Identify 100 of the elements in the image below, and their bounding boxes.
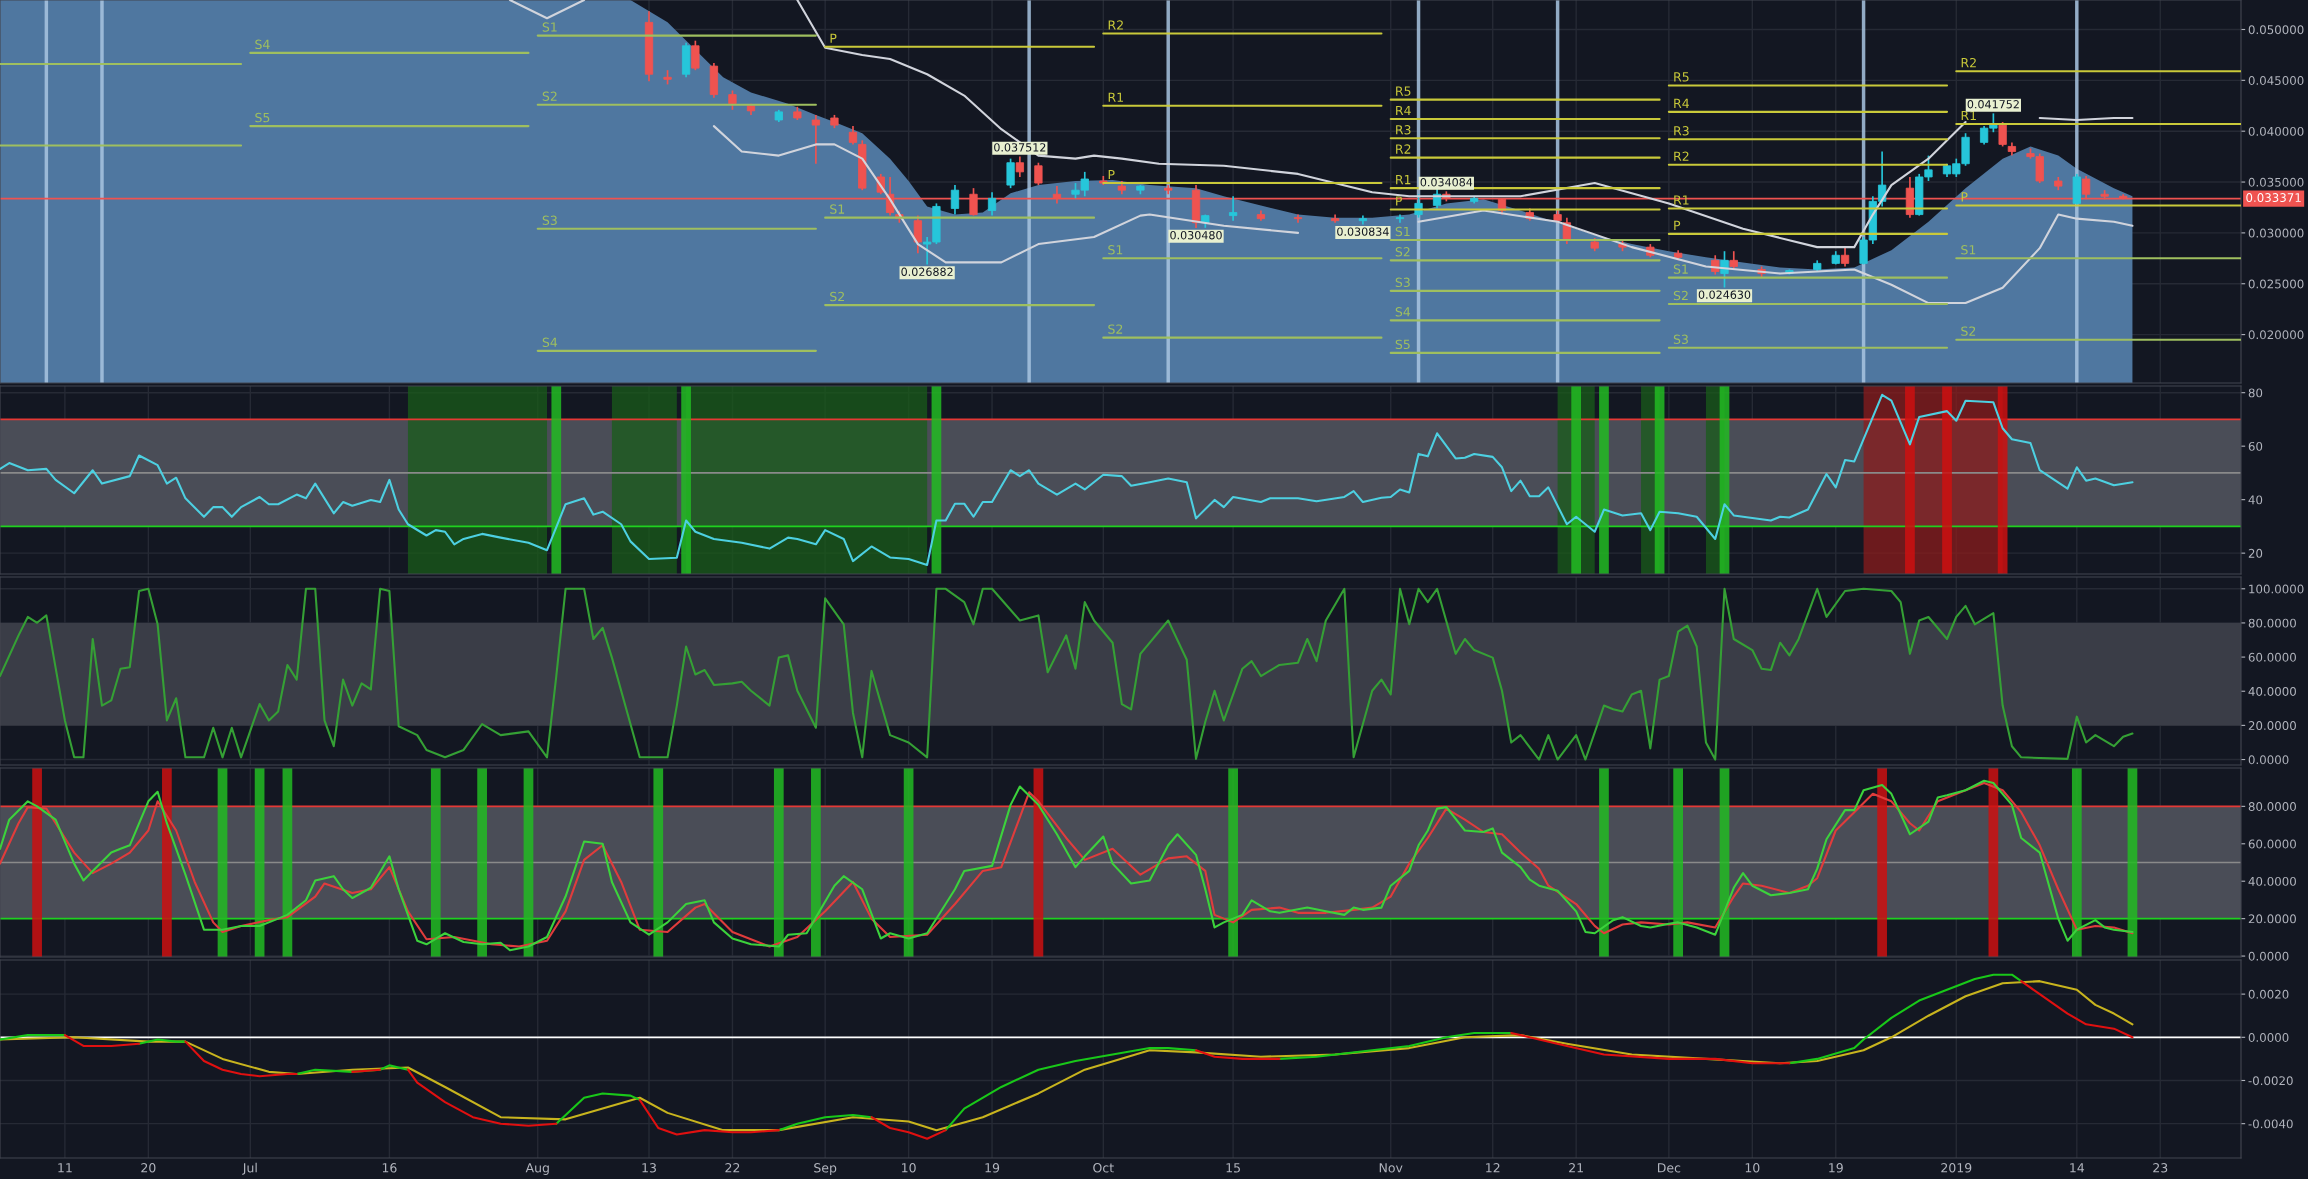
annotation: 0.041752 (1967, 100, 2019, 109)
y-tick-label: 0.020000 (2248, 330, 2304, 340)
series-label: S2 (830, 291, 844, 302)
ref-line-label: 0.033371 (2246, 193, 2301, 203)
annotation: 0.030480 (1170, 230, 1222, 240)
annotation: 0.024630 (1698, 290, 1751, 299)
series-label: R2 (1108, 20, 1123, 30)
candlestick (691, 39, 700, 72)
y-tick-label: 0.030000 (2248, 228, 2304, 238)
y-tick-label: 0.0000 (2248, 1033, 2289, 1042)
series-label: R2 (1961, 57, 1976, 68)
series-label: R1 (1961, 110, 1976, 121)
line-series (0, 393, 2134, 566)
x-tick-label: 10 (1745, 1163, 1760, 1173)
series-label: S2 (1673, 290, 1688, 301)
x-tick-label: 19 (985, 1163, 1000, 1173)
candlestick (913, 214, 923, 255)
series-label: R2 (1396, 144, 1411, 154)
candlestick (811, 114, 821, 165)
series-label: S1 (1395, 226, 1410, 237)
candlestick (1840, 246, 1850, 268)
series-label: S1 (1108, 245, 1123, 255)
x-tick-label: 20 (141, 1163, 156, 1173)
y-tick-label: 0.0020 (2248, 989, 2289, 999)
series-label: S5 (255, 112, 270, 123)
x-tick-label: 14 (2070, 1163, 2085, 1173)
x-tick-label: 15 (1226, 1163, 1240, 1173)
y-tick-label: 60.0000 (2248, 839, 2296, 849)
x-tick-label: Oct (1093, 1163, 1114, 1173)
candlestick (1729, 250, 1738, 271)
line-series (0, 587, 2134, 761)
y-tick-label: 60 (2248, 441, 2263, 451)
x-tick-label: 23 (2153, 1163, 2168, 1173)
series-label: S2 (1108, 324, 1123, 334)
series-label: S5 (1395, 339, 1410, 350)
y-tick-label: 40.0000 (2248, 876, 2296, 886)
series-label: R2 (1674, 151, 1689, 161)
x-tick-label: Aug (525, 1163, 549, 1175)
series-label: R5 (1674, 72, 1689, 82)
x-tick-label: 2019 (1941, 1163, 1972, 1173)
x-tick-label: 21 (1569, 1163, 1583, 1173)
series-label: R3 (1674, 126, 1689, 136)
series-label: S3 (1395, 277, 1410, 288)
y-tick-label: 20.0000 (2248, 914, 2296, 924)
y-tick-label: -0.0040 (2248, 1119, 2293, 1129)
series-label: P (830, 33, 837, 43)
candlestick (987, 191, 997, 217)
series-label: S2 (1395, 247, 1410, 257)
series-label: R4 (1674, 98, 1689, 108)
series-label: R4 (1396, 105, 1411, 115)
series-label: S3 (542, 215, 557, 226)
series-label: R1 (1108, 92, 1123, 102)
candlestick (1228, 195, 1238, 222)
annotation: 0.030834 (1337, 227, 1389, 236)
candlestick (950, 184, 960, 216)
y-tick-label: 20 (2248, 548, 2263, 558)
series-label: S1 (1961, 245, 1976, 255)
y-tick-label: 0.045000 (2248, 76, 2304, 85)
y-tick-label: 40 (2248, 495, 2263, 505)
candlestick (1034, 161, 1043, 186)
y-tick-label: 60.0000 (2248, 652, 2296, 662)
x-tick-label: 19 (1829, 1163, 1843, 1173)
x-tick-label: Nov (1379, 1163, 1403, 1173)
annotation: 0.034084 (1420, 178, 1473, 187)
series-label: S4 (1395, 307, 1411, 317)
annotation: 0.037512 (994, 143, 1046, 152)
series-label: R3 (1396, 125, 1411, 135)
candlestick (728, 89, 737, 111)
y-tick-label: 20.0000 (2248, 721, 2296, 731)
series-label: S4 (255, 39, 270, 50)
x-tick-label: Jul (242, 1162, 257, 1175)
series-label: S1 (830, 204, 845, 214)
series-label: P (1674, 220, 1681, 230)
y-tick-label: -0.0020 (2248, 1076, 2293, 1086)
x-tick-label: Dec (1658, 1163, 1681, 1173)
x-tick-label: 22 (725, 1163, 740, 1173)
series-label: S1 (1673, 264, 1688, 274)
candlestick (1015, 155, 1024, 178)
candlestick (848, 125, 858, 146)
series-label: S2 (1961, 326, 1976, 336)
y-tick-label: 0.0000 (2248, 951, 2289, 961)
x-tick-label: 10 (902, 1163, 916, 1173)
x-tick-label: 16 (382, 1163, 397, 1173)
series-label: R5 (1396, 86, 1411, 96)
series-label: S4 (542, 337, 558, 348)
candlestick (1720, 250, 1729, 289)
y-tick-label: 0.0000 (2248, 755, 2289, 765)
y-tick-label: 40.0000 (2248, 686, 2296, 696)
candlestick (1998, 121, 2007, 148)
y-tick-label: 0.035000 (2248, 177, 2304, 187)
series-label: P (1108, 169, 1115, 180)
x-tick-label: 12 (1486, 1163, 1500, 1173)
annotation: 0.026882 (901, 267, 953, 276)
y-tick-label: 80.0000 (2248, 618, 2296, 628)
y-tick-label: 80 (2248, 388, 2263, 398)
series-label: S3 (1673, 334, 1688, 344)
y-tick-label: 0.040000 (2248, 126, 2304, 136)
y-tick-label: 80.0000 (2248, 802, 2296, 812)
x-tick-label: Sep (814, 1163, 837, 1175)
y-tick-label: 100.0000 (2249, 584, 2304, 594)
